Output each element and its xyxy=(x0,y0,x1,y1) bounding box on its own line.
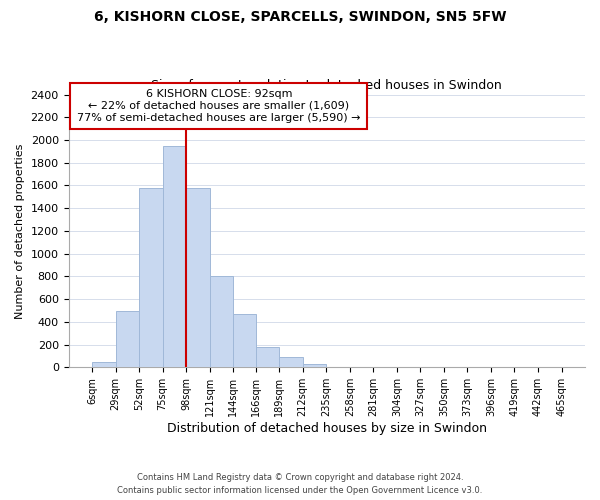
Bar xyxy=(209,276,233,368)
Title: Size of property relative to detached houses in Swindon: Size of property relative to detached ho… xyxy=(151,79,502,92)
Bar xyxy=(233,314,256,368)
Bar xyxy=(139,188,163,368)
Text: Contains public sector information licensed under the Open Government Licence v3: Contains public sector information licen… xyxy=(118,486,482,495)
Text: 6 KISHORN CLOSE: 92sqm
← 22% of detached houses are smaller (1,609)
77% of semi-: 6 KISHORN CLOSE: 92sqm ← 22% of detached… xyxy=(77,90,361,122)
Text: Contains HM Land Registry data © Crown copyright and database right 2024.: Contains HM Land Registry data © Crown c… xyxy=(137,472,463,482)
Y-axis label: Number of detached properties: Number of detached properties xyxy=(15,144,25,318)
Bar xyxy=(186,188,209,368)
Bar xyxy=(163,146,186,368)
Bar xyxy=(116,310,139,368)
Text: 6, KISHORN CLOSE, SPARCELLS, SWINDON, SN5 5FW: 6, KISHORN CLOSE, SPARCELLS, SWINDON, SN… xyxy=(94,10,506,24)
Bar xyxy=(92,362,116,368)
Bar xyxy=(279,357,303,368)
Bar xyxy=(256,348,279,368)
X-axis label: Distribution of detached houses by size in Swindon: Distribution of detached houses by size … xyxy=(167,422,487,435)
Bar xyxy=(303,364,326,368)
